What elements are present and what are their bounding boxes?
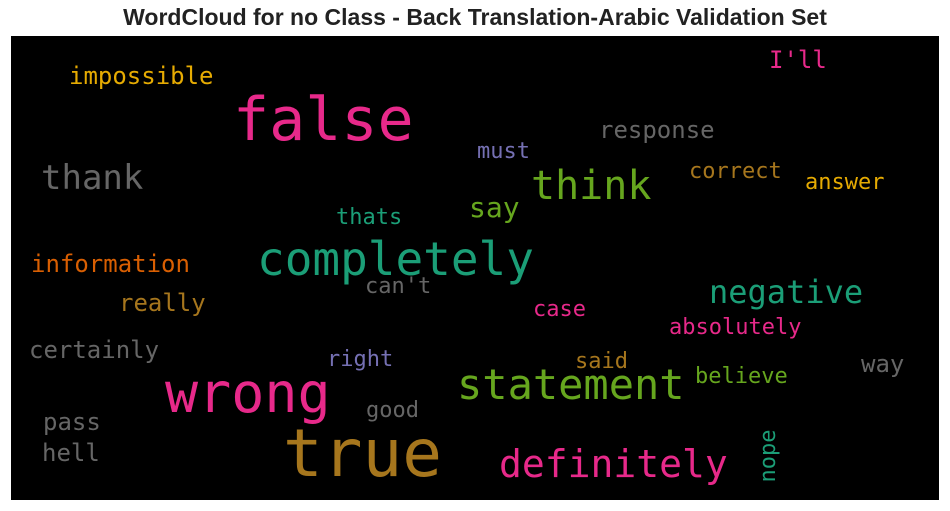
- word-true: true: [283, 415, 442, 492]
- word-false: false: [233, 85, 414, 155]
- word-case: case: [533, 297, 586, 322]
- word-really: really: [119, 289, 206, 317]
- word-say: say: [469, 191, 520, 224]
- word-impossible: impossible: [69, 62, 214, 90]
- word-must: must: [477, 139, 530, 164]
- word-thank: thank: [41, 158, 144, 198]
- word-pass: pass: [43, 408, 101, 436]
- word-ill: I'll: [769, 46, 827, 74]
- word-definitely: definitely: [499, 442, 728, 486]
- word-thats: thats: [336, 205, 403, 230]
- word-correct: correct: [689, 159, 782, 184]
- word-answer: answer: [805, 170, 885, 195]
- word-wrong: wrong: [165, 361, 331, 425]
- word-cant: can't: [365, 274, 432, 299]
- word-said: said: [575, 349, 628, 374]
- word-believe: believe: [695, 364, 788, 389]
- word-certainly: certainly: [29, 336, 160, 364]
- word-statement: statement: [457, 360, 685, 409]
- word-hell: hell: [42, 439, 100, 467]
- word-good: good: [366, 398, 419, 423]
- word-think: think: [531, 163, 652, 209]
- word-information: information: [31, 250, 190, 278]
- word-right: right: [327, 347, 394, 372]
- word-cloud: false true wrong completely statement de…: [11, 36, 939, 500]
- word-way: way: [861, 350, 905, 378]
- word-absolutely: absolutely: [669, 315, 802, 340]
- word-completely: completely: [257, 232, 534, 286]
- word-negative: negative: [709, 273, 864, 311]
- word-nope: nope: [756, 429, 781, 483]
- chart-title: WordCloud for no Class - Back Translatio…: [123, 4, 827, 30]
- word-response: response: [599, 116, 715, 144]
